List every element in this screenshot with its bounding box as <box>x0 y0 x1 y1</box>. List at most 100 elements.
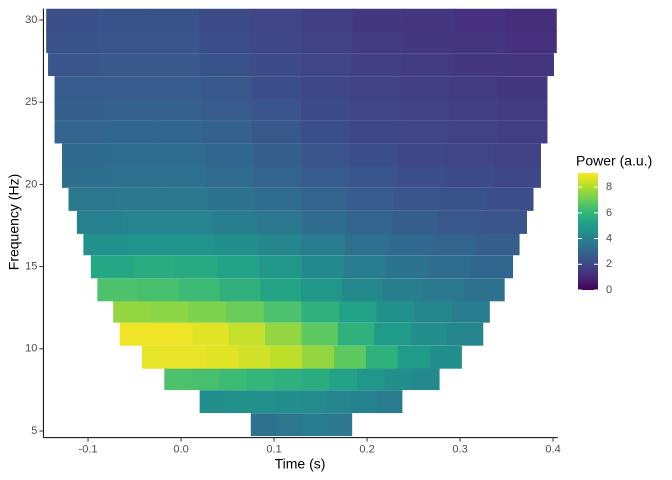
heat-cell <box>48 53 100 77</box>
heat-cell <box>149 53 201 77</box>
heat-cell <box>202 76 253 100</box>
heat-cell <box>345 232 390 256</box>
heat-cell <box>349 164 398 188</box>
heat-cell <box>224 390 251 414</box>
heat-cell <box>503 53 554 77</box>
heat-cell <box>46 8 98 32</box>
heat-cell <box>276 413 303 437</box>
heat-cell <box>192 322 230 346</box>
heat-cell <box>397 164 446 188</box>
heat-cell <box>403 8 456 32</box>
heat-cell <box>446 322 484 346</box>
heat-cell <box>250 30 303 54</box>
heat-cell <box>127 232 172 256</box>
heat-cell <box>301 345 335 369</box>
colorbar-label: 0 <box>606 284 612 296</box>
heat-cell <box>498 120 548 144</box>
heat-cell <box>115 187 163 211</box>
heat-cell <box>62 164 111 188</box>
y-axis-title: Frequency (Hz) <box>6 174 22 270</box>
heat-cell <box>394 187 442 211</box>
heat-cell <box>326 390 353 414</box>
heat-cell <box>253 164 303 188</box>
heat-cell <box>429 345 462 369</box>
heat-cell <box>191 367 220 391</box>
heat-cell <box>350 97 401 121</box>
heat-cell <box>202 97 253 121</box>
heat-cell <box>259 255 303 279</box>
x-tick-label: 0.1 <box>266 444 281 456</box>
heat-cell <box>347 187 395 211</box>
heat-cell <box>301 278 343 302</box>
heat-cell <box>83 232 128 256</box>
heat-cell <box>157 164 207 188</box>
colorbar-label: 4 <box>606 232 612 244</box>
heat-cell <box>205 164 255 188</box>
heat-cell <box>391 210 438 234</box>
heat-cell <box>109 143 159 167</box>
heat-cell <box>257 232 303 256</box>
x-tick-label: -0.1 <box>79 444 98 456</box>
heat-cell <box>97 8 149 32</box>
heat-cell <box>351 53 403 77</box>
heat-cell <box>452 53 504 77</box>
heat-cell <box>397 143 446 167</box>
heat-cell <box>219 367 248 391</box>
heat-cell <box>98 53 150 77</box>
heat-cell <box>103 97 154 121</box>
heat-cell <box>150 299 190 323</box>
heat-cell <box>351 390 378 414</box>
colorbar-label: 8 <box>606 181 612 193</box>
legend-title: Power (a.u.) <box>576 153 652 169</box>
heat-cell <box>54 76 105 100</box>
y-tick-label: 5 <box>31 425 37 437</box>
heat-cell <box>208 187 256 211</box>
heat-cell <box>432 232 477 256</box>
heat-cell <box>365 345 399 369</box>
heat-cell <box>352 8 405 32</box>
heat-cell <box>301 232 346 256</box>
heat-cell <box>412 367 440 391</box>
heat-cell <box>205 345 239 369</box>
heat-cell <box>357 367 386 391</box>
heat-cell <box>454 30 507 54</box>
heat-cell <box>46 30 98 54</box>
heat-cell <box>113 299 152 323</box>
heat-cell <box>386 255 430 279</box>
heat-cell <box>337 322 375 346</box>
heat-cell <box>333 345 367 369</box>
heat-cell <box>199 53 252 77</box>
heat-cell <box>164 367 193 391</box>
heat-cell <box>301 30 354 54</box>
y-tick-label: 25 <box>25 96 37 108</box>
heat-cell <box>498 97 548 121</box>
heat-cell <box>301 120 351 144</box>
heat-cell <box>250 413 277 437</box>
heat-cell <box>103 76 154 100</box>
heat-cell <box>481 210 528 234</box>
heat-cell <box>161 187 209 211</box>
heat-cell <box>62 143 111 167</box>
heat-cell <box>211 210 258 234</box>
heat-cell <box>54 120 105 144</box>
heat-cell <box>487 187 534 211</box>
heat-cell <box>97 30 149 54</box>
heat-cell <box>251 76 302 100</box>
heat-cell <box>301 210 348 234</box>
colorbar-label: 6 <box>606 207 612 219</box>
heat-cell <box>301 53 353 77</box>
heat-cell <box>301 97 351 121</box>
heat-cell <box>445 143 494 167</box>
heat-cell <box>470 255 514 279</box>
y-tick-label: 15 <box>25 261 37 273</box>
heat-cell <box>199 390 226 414</box>
heat-cell <box>237 345 271 369</box>
heat-cell <box>350 120 401 144</box>
heat-cell <box>448 120 499 144</box>
heat-cell <box>138 278 180 302</box>
heat-cell <box>388 232 433 256</box>
heat-cell <box>377 390 403 414</box>
heat-cell <box>250 53 302 77</box>
heat-cell <box>452 299 490 323</box>
